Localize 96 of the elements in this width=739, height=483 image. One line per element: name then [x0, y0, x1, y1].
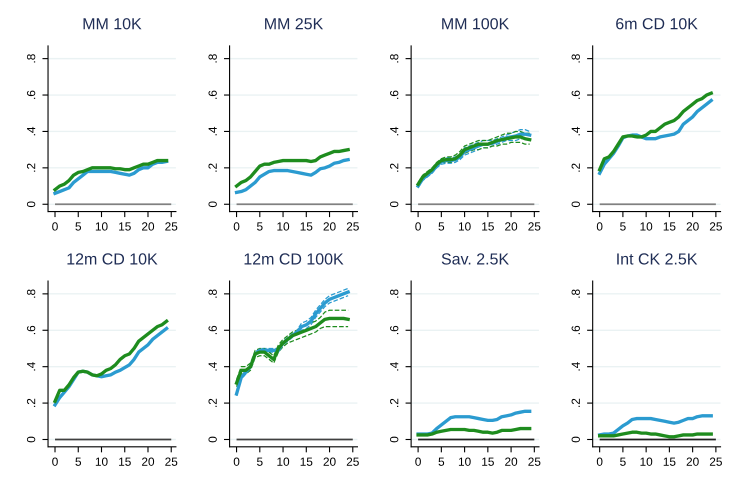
- x-tick-label: 15: [482, 458, 494, 466]
- y-tick-label: 0: [572, 436, 580, 442]
- y-tick-label: 0: [208, 436, 217, 442]
- chart-title: MM 10K: [84, 18, 142, 30]
- x-tick-label: 0: [596, 222, 602, 231]
- x-tick-label: 0: [234, 222, 240, 231]
- x-tick-label: 0: [52, 458, 58, 466]
- x-tick-label: 15: [482, 222, 494, 231]
- x-tick-label: 20: [324, 458, 336, 466]
- y-tick-label: 0: [572, 201, 580, 208]
- x-tick-label: 0: [596, 458, 602, 466]
- y-tick-label: .2: [26, 164, 36, 172]
- x-tick-label: 10: [640, 222, 652, 231]
- y-tick-label: .4: [390, 362, 398, 371]
- x-tick-label: 15: [664, 222, 676, 231]
- y-tick-label: 0: [208, 201, 217, 208]
- y-tick-label: .4: [27, 126, 36, 136]
- x-tick-label: 10: [277, 222, 290, 231]
- y-tick-label: .8: [208, 54, 217, 62]
- chart-title: Int CK 2.5K: [617, 253, 698, 265]
- x-tick-label: 10: [96, 222, 108, 231]
- y-tick-label: .2: [208, 398, 217, 407]
- x-tick-label: 20: [324, 222, 336, 231]
- y-tick-label: .4: [572, 126, 580, 136]
- y-tick-label: .8: [208, 289, 217, 298]
- y-tick-label: .2: [390, 398, 398, 407]
- x-tick-label: 25: [528, 458, 540, 466]
- x-tick-label: 20: [686, 222, 699, 231]
- x-tick-label: 20: [505, 222, 518, 231]
- x-tick-label: 10: [458, 458, 471, 466]
- chart-title: MM 25K: [265, 18, 324, 30]
- x-tick-label: 25: [710, 222, 722, 231]
- chart-title: 6m CD 10K: [616, 18, 698, 30]
- y-tick-label: .6: [26, 90, 36, 99]
- y-tick-label: .6: [572, 90, 580, 99]
- chart-title: Sav. 2.5K: [442, 253, 509, 265]
- y-tick-label: .2: [572, 164, 580, 172]
- y-tick-label: .8: [26, 289, 36, 298]
- y-tick-label: .4: [208, 362, 217, 371]
- x-tick-label: 15: [664, 458, 676, 466]
- x-tick-label: 20: [142, 222, 154, 231]
- x-tick-label: 0: [415, 222, 421, 231]
- x-tick-label: 0: [52, 222, 58, 231]
- chart-title: 12m CD 10K: [67, 253, 158, 265]
- x-tick-label: 10: [640, 458, 652, 466]
- x-tick-label: 5: [620, 222, 626, 231]
- x-tick-label: 15: [119, 222, 131, 231]
- chart-title: MM 100K: [442, 18, 510, 30]
- x-tick-label: 20: [505, 458, 518, 466]
- y-tick-label: 0: [26, 201, 36, 208]
- y-tick-label: .2: [572, 398, 580, 407]
- y-tick-label: .6: [390, 326, 398, 334]
- x-tick-label: 15: [300, 222, 312, 231]
- y-tick-label: .2: [26, 398, 36, 407]
- x-tick-label: 0: [415, 458, 421, 466]
- y-tick-label: .4: [27, 362, 36, 371]
- y-tick-label: 0: [26, 436, 36, 442]
- x-tick-label: 5: [438, 222, 444, 231]
- x-tick-label: 0: [234, 458, 240, 466]
- x-tick-label: 5: [75, 222, 82, 231]
- x-tick-label: 25: [528, 222, 540, 231]
- x-tick-label: 10: [458, 222, 471, 231]
- y-tick-label: .6: [390, 90, 398, 99]
- x-tick-label: 10: [96, 458, 108, 466]
- y-tick-label: .4: [208, 126, 217, 136]
- y-tick-label: .6: [208, 90, 217, 99]
- x-tick-label: 25: [165, 222, 178, 231]
- y-tick-label: 0: [390, 201, 398, 208]
- x-tick-label: 25: [710, 458, 722, 466]
- y-tick-label: .2: [390, 164, 398, 172]
- chart-title: 12m CD 100K: [244, 253, 344, 265]
- x-tick-label: 20: [142, 458, 154, 466]
- y-tick-label: .8: [26, 54, 36, 62]
- y-tick-label: .2: [208, 164, 217, 172]
- y-tick-label: .6: [208, 326, 217, 334]
- x-tick-label: 5: [620, 458, 626, 466]
- x-tick-label: 15: [300, 458, 312, 466]
- y-tick-label: 0: [390, 436, 398, 442]
- y-tick-label: .8: [572, 54, 580, 62]
- x-tick-label: 25: [165, 458, 178, 466]
- x-tick-label: 5: [256, 458, 263, 466]
- y-tick-label: .8: [390, 289, 398, 298]
- x-tick-label: 5: [75, 458, 82, 466]
- y-tick-label: .8: [572, 289, 580, 298]
- y-tick-label: .6: [26, 326, 36, 334]
- x-tick-label: 5: [438, 458, 444, 466]
- x-tick-label: 20: [686, 458, 699, 466]
- x-tick-label: 15: [119, 458, 131, 466]
- y-tick-label: .8: [390, 54, 398, 62]
- y-tick-label: .4: [572, 362, 580, 371]
- x-tick-label: 25: [346, 222, 359, 231]
- x-tick-label: 5: [256, 222, 263, 231]
- x-tick-label: 10: [277, 458, 290, 466]
- x-tick-label: 25: [346, 458, 359, 466]
- y-tick-label: .4: [390, 126, 398, 136]
- y-tick-label: .6: [572, 326, 580, 334]
